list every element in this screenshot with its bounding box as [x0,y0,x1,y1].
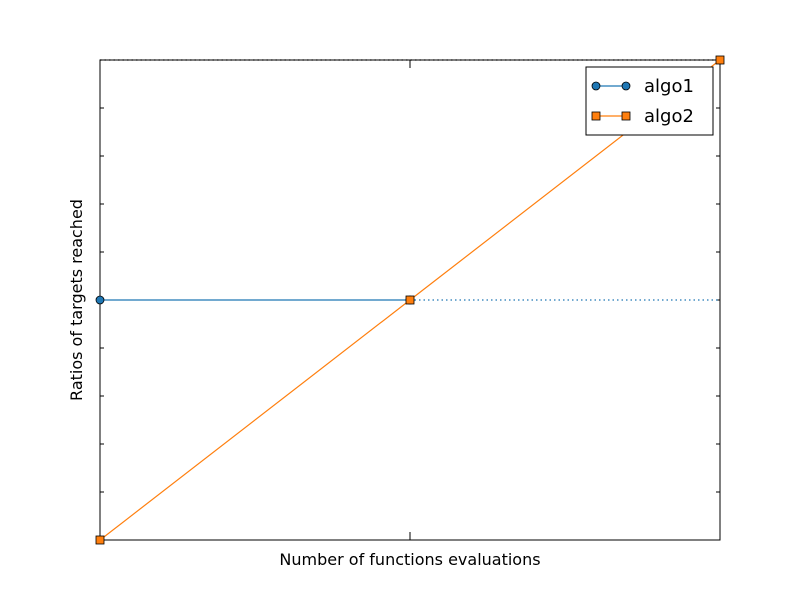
legend-marker-left-algo2 [591,111,601,121]
legend: algo1 algo2 [585,66,714,136]
legend-entries: algo1 algo2 [591,76,694,127]
x-axis-label: Number of functions evaluations [279,550,540,569]
legend-marker-left-algo1 [591,81,601,91]
legend-marker-right-algo1 [621,81,631,91]
algo2-point-0 [95,535,105,545]
series-layer [95,55,725,545]
legend-marker-right-algo2 [621,111,631,121]
legend-label-algo1: algo1 [644,76,694,97]
legend-label-algo2: algo2 [644,106,694,127]
algo2-point-2 [715,55,725,65]
algo2-point-1 [405,295,415,305]
y-axis-label: Ratios of targets reached [67,199,86,401]
legend-box [585,66,714,136]
algo1-point-0 [95,295,105,305]
